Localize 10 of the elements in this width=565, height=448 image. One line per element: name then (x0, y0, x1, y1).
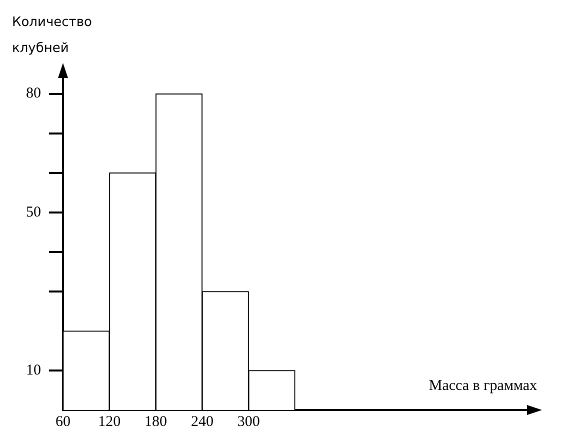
x-tick-label: 240 (190, 414, 214, 430)
x-tick-label: 180 (144, 414, 168, 430)
y-axis-title: Количество клубней (12, 14, 93, 58)
x-tick-label: 120 (98, 414, 121, 430)
y-tick-label: 10 (26, 362, 41, 378)
y-tick-label: 80 (26, 86, 41, 102)
x-tick-label: 60 (56, 414, 70, 430)
y-tick-label: 50 (26, 204, 41, 220)
x-axis-title: Масса в граммах (428, 378, 537, 395)
x-tick-label: 300 (237, 414, 260, 430)
